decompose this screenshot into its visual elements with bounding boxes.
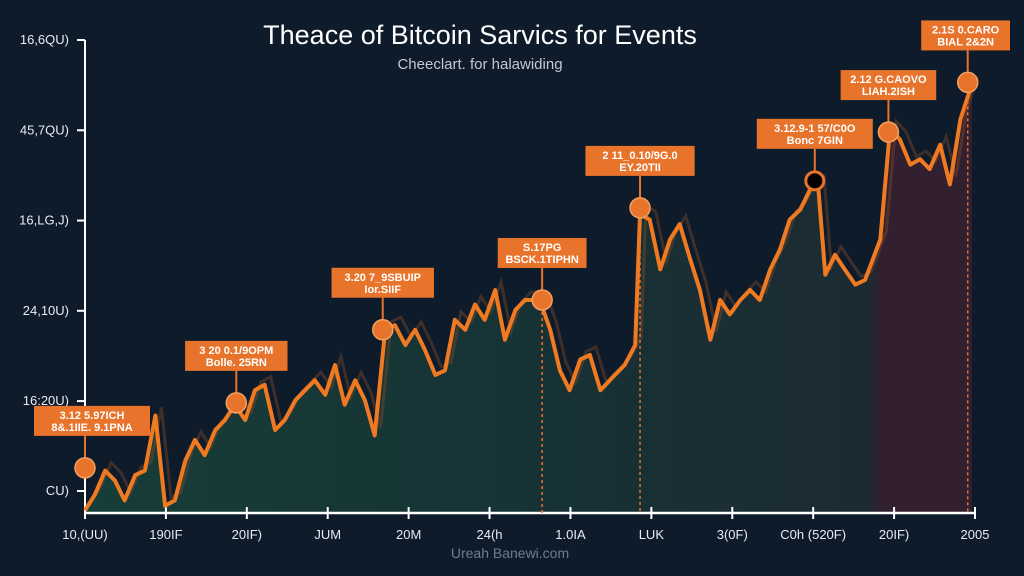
event-label-box	[34, 405, 150, 436]
event-marker	[804, 170, 826, 192]
area-fill	[85, 84, 972, 513]
y-tick-label: 16,LG,J)	[19, 213, 69, 228]
event-label-text: EY.20TII	[619, 162, 661, 174]
event-label-box	[840, 70, 937, 101]
event-label-box	[331, 267, 434, 298]
event-label-text: S.17PG	[523, 242, 562, 254]
event-marker	[371, 319, 394, 341]
event-label-text: 3.12.9-1 57/C0O	[774, 123, 856, 135]
event-label-text: 2.12 G.CAOVO	[850, 74, 927, 86]
x-tick-label: 1.0IA	[555, 527, 586, 542]
event-label-text: Bonc 7GIN	[787, 135, 843, 147]
x-tick-label: 20M	[396, 527, 421, 542]
x-tick-label: 10,(UU)	[62, 527, 108, 542]
event-marker	[956, 71, 979, 94]
event-label-text: 2 11_0.10/9G.0	[602, 150, 677, 162]
event-marker	[629, 197, 651, 219]
y-tick-label: 24,10U)	[23, 303, 69, 318]
event-label-text: 3 20 0.1/9OPM	[199, 345, 273, 357]
event-label-box	[756, 118, 873, 149]
event-marker	[225, 392, 248, 414]
event-label-text: BSCK.1TIPHN	[505, 254, 578, 266]
x-tick-label: 20IF)	[232, 527, 262, 542]
x-tick-label: LUK	[639, 527, 665, 542]
event-label-text: 3.20 7_9SBUIP	[345, 272, 421, 284]
y-tick-label: 16:20U)	[23, 393, 69, 408]
event-label-text: 8&.1IIE. 9.1PNA	[51, 422, 132, 434]
x-tick-label: 24(h	[477, 527, 503, 542]
event-marker	[74, 457, 96, 479]
event-label-box	[185, 340, 288, 371]
x-tick-label: 190IF	[149, 527, 182, 542]
x-tick-label: JUM	[314, 527, 341, 542]
event-label-text: LIAH.2ISH	[862, 86, 915, 98]
event-label-text: 2.1S 0.CARO	[932, 24, 1000, 36]
x-tick-label: 20IF)	[879, 527, 909, 542]
event-marker	[877, 121, 900, 143]
chart-title: Theace of Bitcoin Sarvics for Events	[263, 20, 697, 50]
event-label-box	[585, 145, 695, 176]
x-tick-label: C0h (520F)	[780, 527, 846, 542]
event-label-text: BIAL 2&2N	[937, 36, 994, 48]
y-tick-label: 16,6QU)	[20, 32, 69, 47]
y-tick-label: 45,7QU)	[20, 122, 69, 137]
y-tick-label: CU)	[46, 483, 69, 498]
chart-subtitle: Cheeclart. for halawiding	[397, 56, 562, 73]
event-label-text: 3.12 5.97ICH	[60, 410, 125, 422]
event-annotation: 2 11_0.10/9G.0EY.20TII	[585, 145, 695, 219]
x-tick-label: 3(0F)	[717, 527, 748, 542]
event-label-box	[921, 20, 1010, 51]
event-label-text: Bolle. 25RN	[206, 357, 267, 369]
chart-footer: Ureah Banewi.com	[451, 545, 569, 561]
event-label-text: Ior.SIIF	[364, 284, 401, 296]
event-label-box	[497, 237, 587, 268]
x-tick-label: 2005	[961, 527, 990, 542]
event-marker	[531, 289, 553, 311]
